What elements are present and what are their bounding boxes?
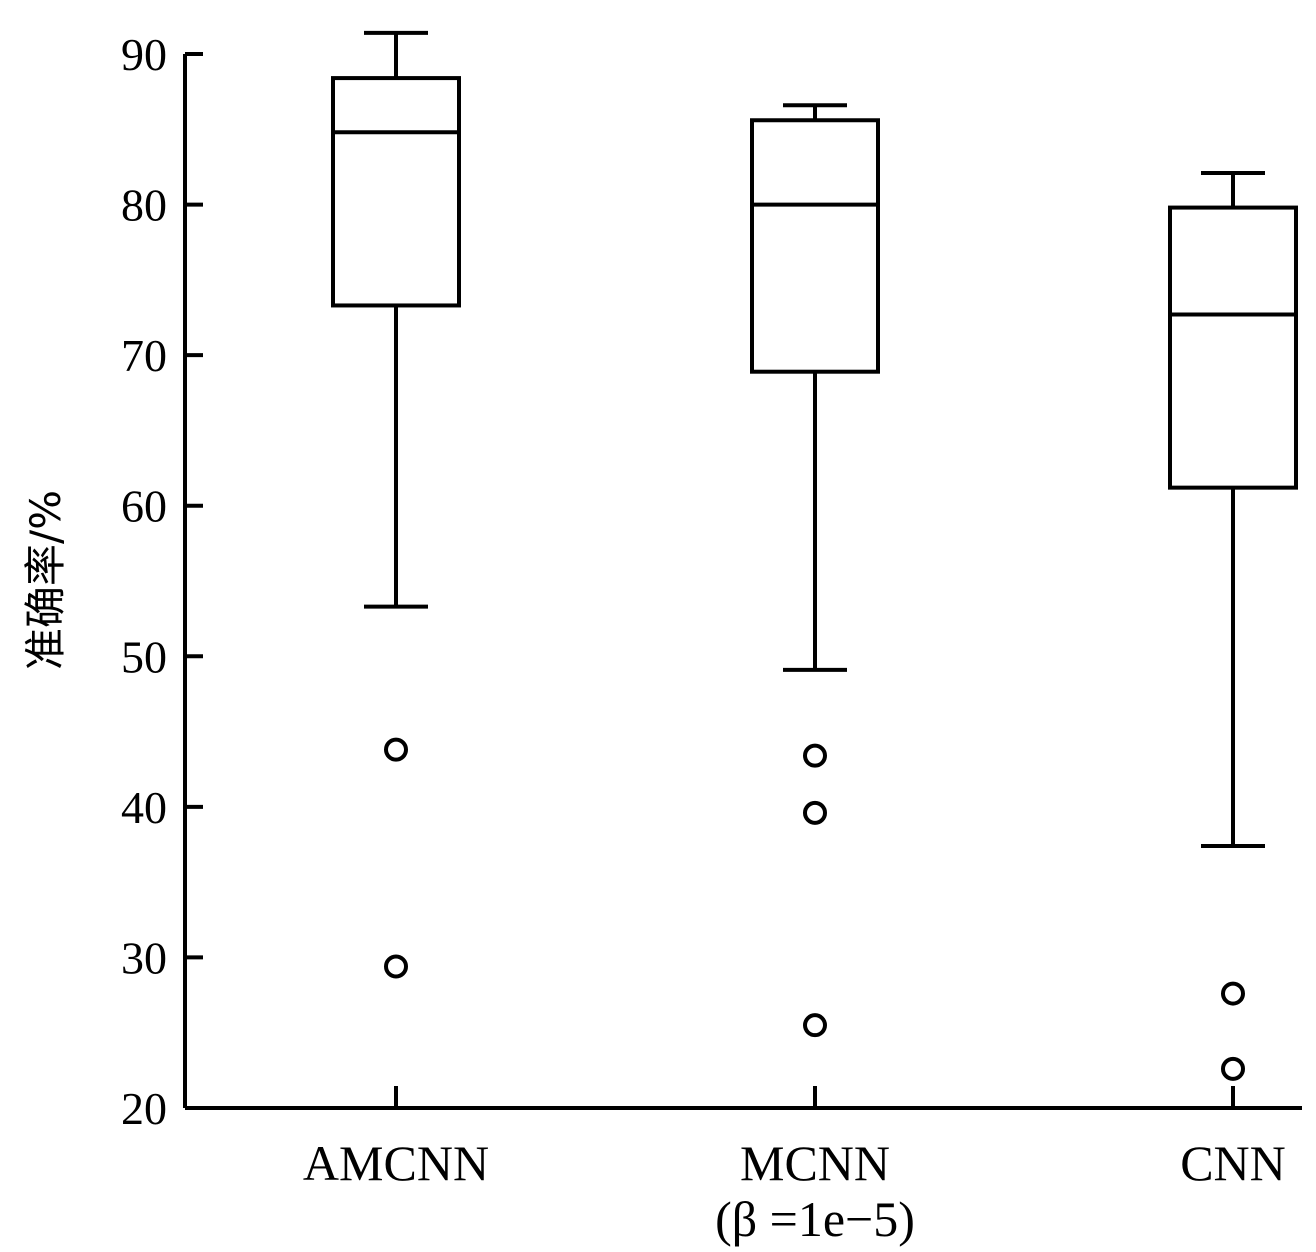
outlier-point bbox=[803, 1013, 827, 1038]
x-category-label: CNN bbox=[1180, 1135, 1286, 1191]
x-category-sublabel: (β =1e−5) bbox=[715, 1191, 915, 1247]
x-category-label: MCNN bbox=[740, 1135, 890, 1191]
box-rect bbox=[750, 118, 880, 374]
x-category-label: AMCNN bbox=[303, 1135, 489, 1191]
y-tick-label: 20 bbox=[121, 1083, 167, 1134]
outlier-point bbox=[1221, 981, 1245, 1006]
y-tick-label: 90 bbox=[121, 29, 167, 80]
y-tick-label: 50 bbox=[121, 631, 167, 682]
outlier-point bbox=[1221, 1056, 1245, 1081]
outlier-point bbox=[384, 954, 408, 979]
axes: 20 30 40 50 60 70 80 90 bbox=[121, 29, 1302, 1134]
y-axis-label: 准确率/% bbox=[21, 490, 70, 670]
y-tick-label: 70 bbox=[121, 330, 167, 381]
box-rect bbox=[331, 76, 461, 308]
outlier-point bbox=[803, 800, 827, 825]
outlier-point bbox=[384, 737, 408, 762]
box-rect bbox=[1168, 205, 1298, 490]
y-tick-label: 80 bbox=[121, 180, 167, 231]
box-group bbox=[1168, 170, 1298, 1081]
box-group bbox=[331, 30, 461, 979]
outlier-point bbox=[803, 743, 827, 768]
box-group bbox=[750, 103, 880, 1038]
y-tick-label: 40 bbox=[121, 782, 167, 833]
y-tick-label: 30 bbox=[121, 932, 167, 983]
labels: AMCNN MCNN(β =1e−5) CNN bbox=[303, 1135, 1286, 1247]
boxes bbox=[331, 30, 1298, 1081]
y-tick-label: 60 bbox=[121, 481, 167, 532]
